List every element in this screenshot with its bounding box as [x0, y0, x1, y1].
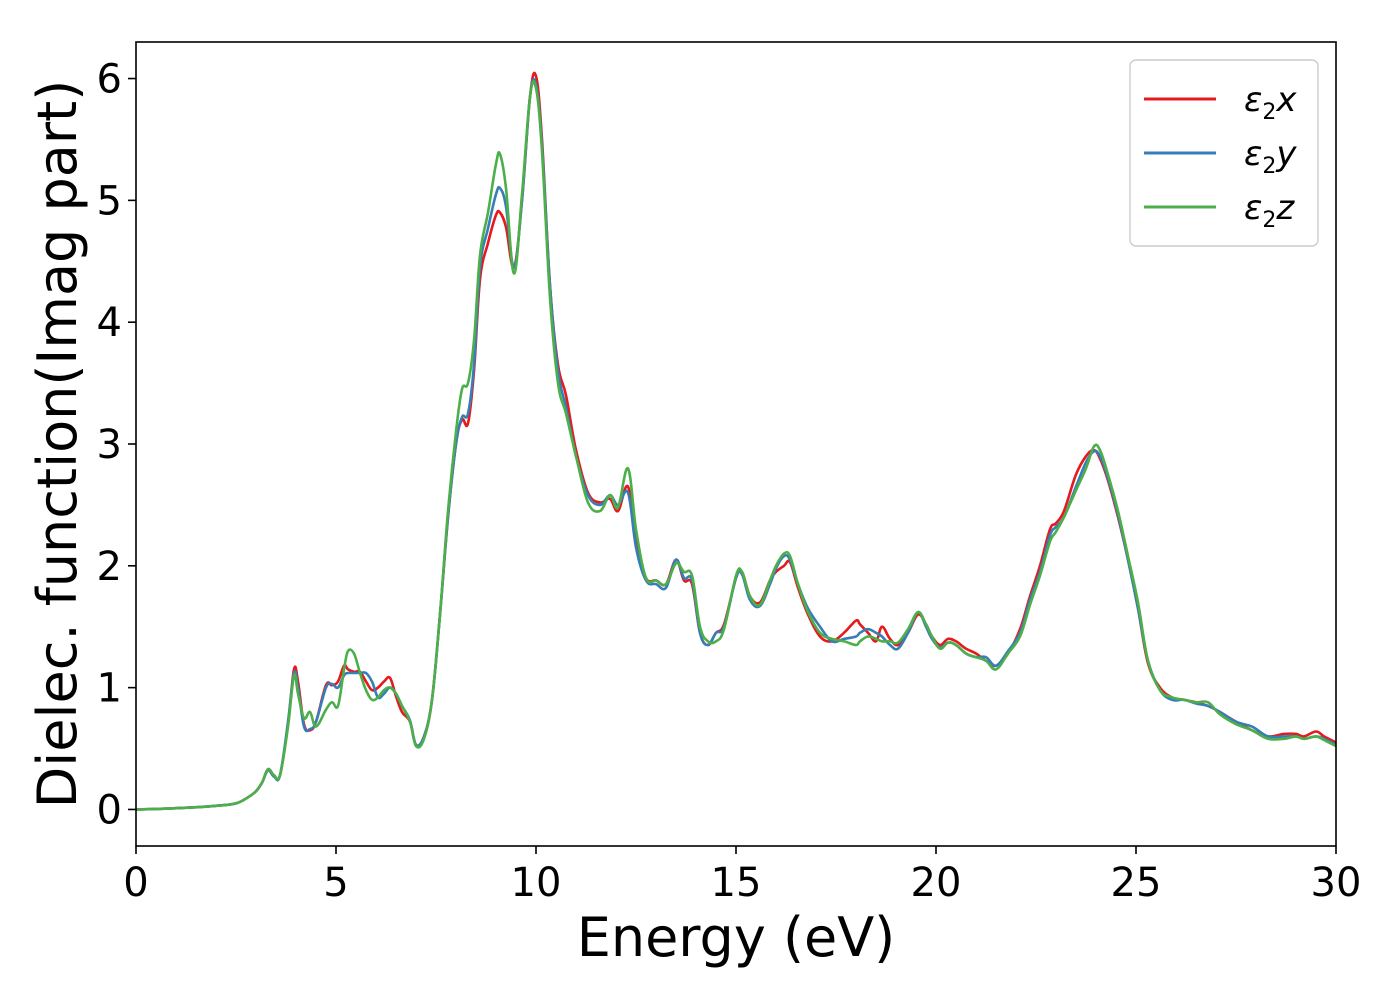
legend-label: ε2x: [1244, 80, 1297, 125]
x-tick-label: 20: [911, 860, 962, 906]
y-tick-label: 6: [97, 57, 122, 103]
y-axis: 0 1 2 3 4 5 6: [97, 57, 136, 833]
y-tick-label: 2: [97, 544, 122, 590]
legend-label: ε2z: [1244, 188, 1295, 233]
y-tick-label: 4: [97, 300, 122, 346]
y-axis-label: Dielec. function(Imag part): [26, 80, 89, 809]
x-tick-label: 5: [323, 860, 348, 906]
legend-box: [1129, 59, 1319, 247]
x-tick-label: 30: [1311, 860, 1362, 906]
x-tick-label: 10: [511, 860, 562, 906]
x-axis: 0 5 10 15 20 25 30: [123, 846, 1361, 906]
y-tick-label: 0: [97, 787, 122, 833]
legend-label: ε2y: [1244, 134, 1297, 179]
x-axis-label: Energy (eV): [577, 906, 896, 969]
y-tick-label: 1: [97, 666, 122, 712]
series-layer: [136, 71, 1336, 811]
y-tick-label: 3: [97, 422, 122, 468]
series-line-z: [136, 80, 1336, 811]
x-tick-label: 25: [1111, 860, 1162, 906]
x-tick-label: 15: [711, 860, 762, 906]
x-tick-label: 0: [123, 860, 148, 906]
y-tick-label: 5: [97, 178, 122, 224]
legend: ε2x ε2y ε2z: [1129, 59, 1319, 247]
